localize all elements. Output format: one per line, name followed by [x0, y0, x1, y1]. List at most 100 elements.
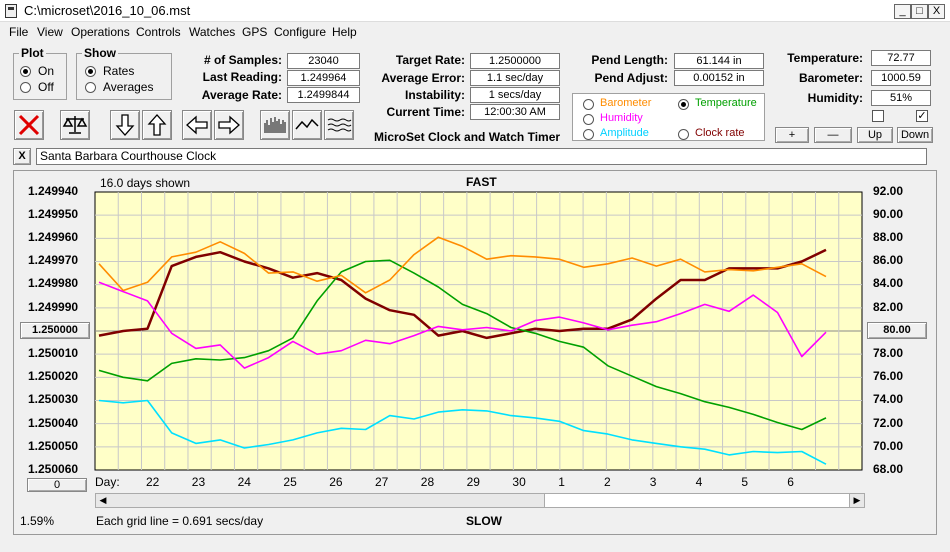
humidity-radio[interactable]: [583, 114, 594, 125]
zero-button[interactable]: 0: [27, 478, 87, 492]
clock-rate-option[interactable]: Clock rate: [695, 127, 745, 139]
menu-configure[interactable]: Configure: [274, 25, 327, 39]
center-right-label[interactable]: 80.00: [867, 322, 927, 339]
sensor-checkbox-1[interactable]: [872, 110, 884, 122]
x-tick-label: 4: [695, 475, 703, 489]
down-button[interactable]: Down: [897, 127, 933, 143]
target-rate-value[interactable]: 1.2500000: [470, 53, 560, 69]
arrow-left-button[interactable]: [182, 110, 212, 140]
pend-length-value[interactable]: 61.144 in: [674, 53, 764, 69]
app-caption: MicroSet Clock and Watch Timer: [374, 130, 561, 144]
menu-controls[interactable]: Controls: [136, 25, 181, 39]
show-group-title: Show: [82, 46, 118, 60]
barometer-radio[interactable]: [583, 99, 594, 110]
y-right-tick: 78.00: [873, 346, 904, 360]
current-time-value: 12:00:30 AM: [470, 104, 560, 120]
menu-watches[interactable]: Watches: [189, 25, 236, 39]
instability-value: 1 secs/day: [470, 87, 560, 103]
show-rates-label: Rates: [103, 64, 135, 78]
scroll-left-icon[interactable]: ◀: [99, 495, 107, 505]
y-left-tick: 1.250020: [28, 369, 79, 383]
fast-label: FAST: [466, 175, 497, 189]
x-tick-label: 6: [787, 475, 794, 489]
last-reading-value: 1.249964: [287, 70, 360, 86]
y-left-tick: 1.249980: [28, 276, 79, 290]
close-button[interactable]: X: [928, 4, 945, 19]
y-right-tick: 68.00: [873, 462, 904, 476]
temperature-radio[interactable]: [678, 99, 689, 110]
red-x-icon: [18, 114, 40, 136]
percent-label: 1.59%: [20, 514, 55, 528]
plus-button[interactable]: +: [775, 127, 809, 143]
amplitude-radio[interactable]: [583, 129, 594, 140]
y-right-tick: 72.00: [873, 416, 904, 430]
clock-rate-radio[interactable]: [678, 129, 689, 140]
average-error-value: 1.1 sec/day: [470, 70, 560, 86]
app-icon[interactable]: [5, 4, 17, 18]
arrow-down-icon: [115, 114, 135, 136]
show-averages-radio[interactable]: [85, 82, 96, 93]
x-tick-label: 1: [558, 475, 565, 489]
menu-gps[interactable]: GPS: [242, 25, 268, 39]
plot-off-radio[interactable]: [20, 82, 31, 93]
horizontal-scrollbar[interactable]: ◀ ▶: [95, 493, 865, 508]
menu-view[interactable]: View: [37, 25, 63, 39]
bar-histogram-icon: [264, 117, 286, 133]
arrow-right-button[interactable]: [214, 110, 244, 140]
arrow-up-button[interactable]: [142, 110, 172, 140]
balance-button[interactable]: [60, 110, 90, 140]
waves-button[interactable]: [324, 110, 354, 140]
x-tick-label: 24: [237, 475, 251, 489]
x-tick-label: 26: [329, 475, 343, 489]
plot-group-title: Plot: [19, 46, 46, 60]
y-right-tick: 84.00: [873, 276, 904, 290]
x-tick-label: 5: [741, 475, 749, 489]
y-left-tick: 1.249950: [28, 207, 79, 221]
show-averages-label: Averages: [103, 80, 154, 94]
arrow-down-button[interactable]: [110, 110, 140, 140]
menu-operations[interactable]: Operations: [71, 25, 130, 39]
sensor-checkbox-2[interactable]: ✓: [916, 110, 928, 122]
minus-button[interactable]: —: [814, 127, 852, 143]
line-button[interactable]: [292, 110, 322, 140]
temperature-option[interactable]: Temperature: [695, 97, 757, 109]
menu-help[interactable]: Help: [332, 25, 357, 39]
current-time-label: Current Time:: [386, 105, 465, 119]
plot-on-radio[interactable]: [20, 66, 31, 77]
window-title: C:\microset\2016_10_06.mst: [24, 3, 191, 18]
arrow-left-icon: [186, 115, 208, 135]
menu-file[interactable]: File: [9, 25, 29, 39]
stop-button[interactable]: [14, 110, 44, 140]
x-tick-label: 28: [420, 475, 435, 489]
x-tick-label: 27: [375, 475, 389, 489]
instability-label: Instability:: [404, 88, 465, 102]
humidity-value: 51%: [871, 90, 931, 106]
bars-button[interactable]: [260, 110, 290, 140]
scroll-thumb[interactable]: [544, 494, 850, 507]
show-rates-radio[interactable]: [85, 66, 96, 77]
average-rate-label: Average Rate:: [201, 88, 282, 102]
pend-adjust-value[interactable]: 0.00152 in: [674, 70, 764, 86]
y-left-tick: 1.250060: [28, 462, 79, 476]
clock-name-input[interactable]: Santa Barbara Courthouse Clock: [36, 148, 927, 165]
y-right-tick: 86.00: [873, 253, 904, 267]
humidity-option[interactable]: Humidity: [600, 112, 643, 124]
scroll-right-icon[interactable]: ▶: [853, 495, 861, 505]
up-button[interactable]: Up: [857, 127, 893, 143]
title-bar: C:\microset\2016_10_06.mst _ □ X: [0, 0, 950, 22]
plot-off-label: Off: [38, 80, 54, 94]
last-reading-label: Last Reading:: [202, 70, 282, 84]
x-tick-label: 2: [604, 475, 611, 489]
clear-clock-button[interactable]: X: [13, 148, 31, 165]
minimize-button[interactable]: _: [894, 4, 911, 19]
amplitude-option[interactable]: Amplitude: [600, 127, 649, 139]
humidity-label: Humidity:: [807, 91, 863, 105]
barometer-option[interactable]: Barometer: [600, 97, 652, 109]
average-rate-value: 1.2499844: [287, 87, 360, 103]
series-line-humidity: [98, 281, 827, 369]
maximize-button[interactable]: □: [911, 4, 928, 19]
show-group: [76, 53, 172, 100]
waves-icon: [327, 118, 352, 132]
center-left-label[interactable]: 1.250000: [20, 322, 90, 339]
